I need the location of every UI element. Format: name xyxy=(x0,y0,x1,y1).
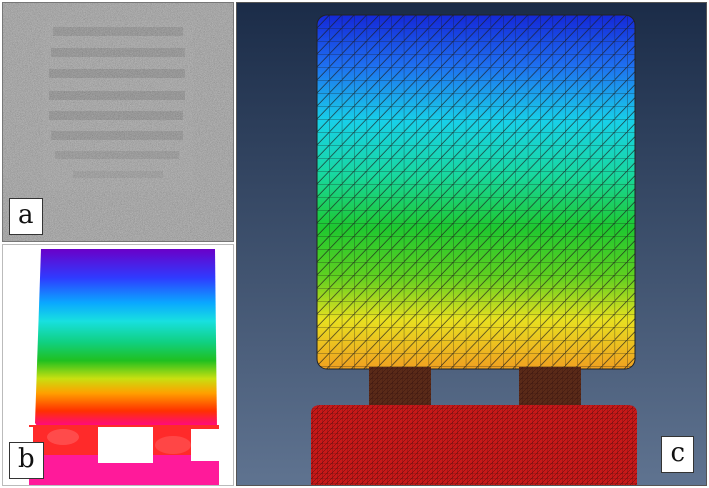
panel-a-label: a xyxy=(9,198,43,235)
mesh-upper-block xyxy=(316,14,636,370)
panel-b-contour-map: b xyxy=(2,244,234,486)
panel-a-noisy-fringe-image: a xyxy=(2,2,234,242)
panel-c-fem-mesh: c xyxy=(236,2,707,486)
fem-model xyxy=(237,3,706,485)
mesh-base xyxy=(311,405,637,485)
panel-b-label: b xyxy=(9,442,44,479)
panel-c-label: c xyxy=(661,436,694,473)
contour-map xyxy=(3,249,221,485)
